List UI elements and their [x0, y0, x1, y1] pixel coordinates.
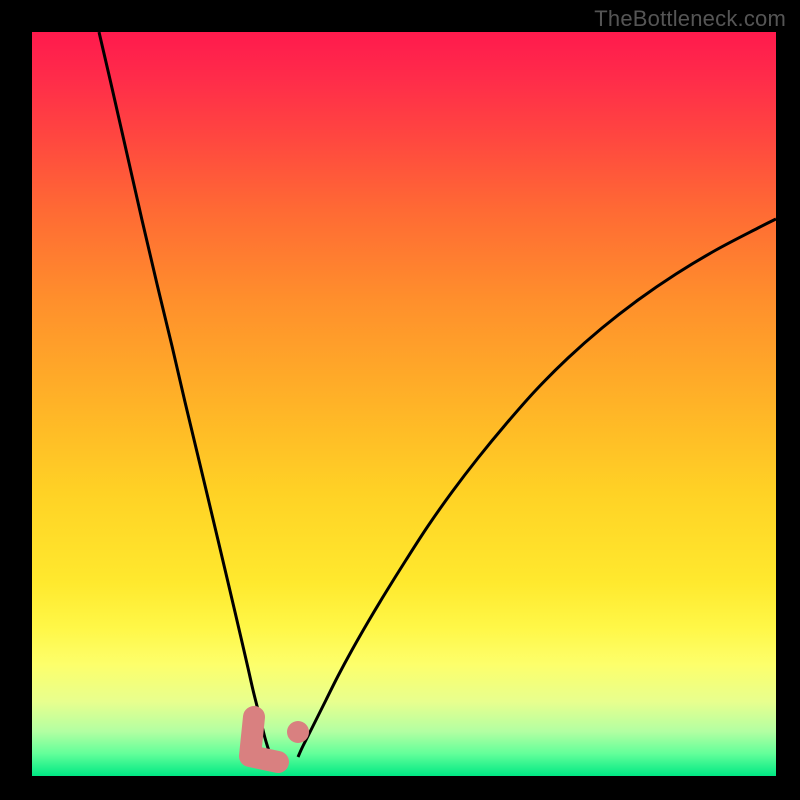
watermark: TheBottleneck.com: [594, 6, 786, 32]
stage: TheBottleneck.com: [0, 0, 800, 800]
left-curve: [99, 32, 272, 758]
curves-layer: [32, 32, 776, 776]
right-curve: [298, 219, 776, 757]
plot-area: [32, 32, 776, 776]
marker-dot: [287, 721, 309, 743]
